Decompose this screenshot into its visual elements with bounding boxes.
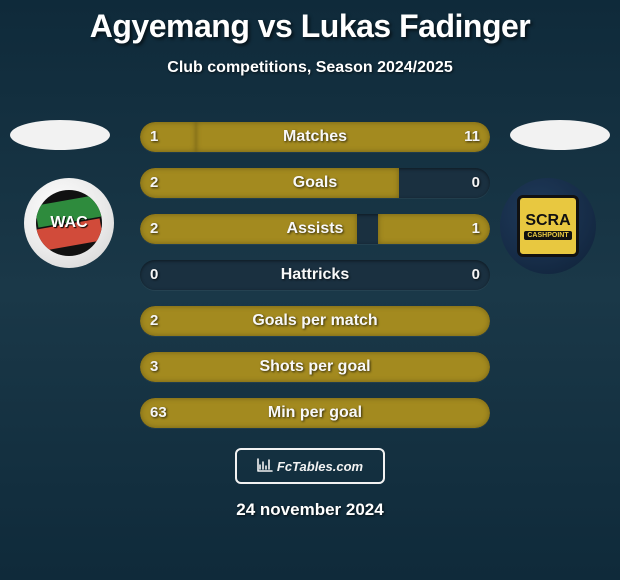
wac-badge-icon: WAC	[36, 190, 102, 256]
player-silhouette-right	[510, 120, 610, 150]
stat-row: 2Goals per match	[140, 306, 490, 336]
club-badge-right: SCRA CASHPOINT	[500, 178, 596, 274]
chart-icon	[257, 458, 273, 475]
club-badge-right-subtext: CASHPOINT	[524, 231, 571, 240]
stat-label: Goals	[140, 168, 490, 198]
stat-row: 20Goals	[140, 168, 490, 198]
brand-text: FcTables.com	[277, 459, 363, 474]
scra-badge-icon: SCRA CASHPOINT	[517, 195, 579, 257]
stat-row: 3Shots per goal	[140, 352, 490, 382]
stat-label: Hattricks	[140, 260, 490, 290]
stat-label: Min per goal	[140, 398, 490, 428]
stat-row: 00Hattricks	[140, 260, 490, 290]
club-badge-right-text: SCRA	[525, 213, 570, 229]
stat-row: 63Min per goal	[140, 398, 490, 428]
stat-label: Goals per match	[140, 306, 490, 336]
stat-label: Shots per goal	[140, 352, 490, 382]
stat-row: 111Matches	[140, 122, 490, 152]
stat-row: 21Assists	[140, 214, 490, 244]
club-badge-left: WAC	[24, 178, 114, 268]
brand-box: FcTables.com	[235, 448, 385, 484]
stat-label: Matches	[140, 122, 490, 152]
stat-label: Assists	[140, 214, 490, 244]
page-subtitle: Club competitions, Season 2024/2025	[0, 59, 620, 77]
club-badge-left-text: WAC	[50, 214, 87, 232]
stats-bar-chart: 111Matches 20Goals 21Assists 00Hattricks 2Go…	[140, 122, 490, 444]
footer-date: 24 november 2024	[0, 500, 620, 520]
page-title: Agyemang vs Lukas Fadinger	[0, 0, 620, 45]
player-silhouette-left	[10, 120, 110, 150]
